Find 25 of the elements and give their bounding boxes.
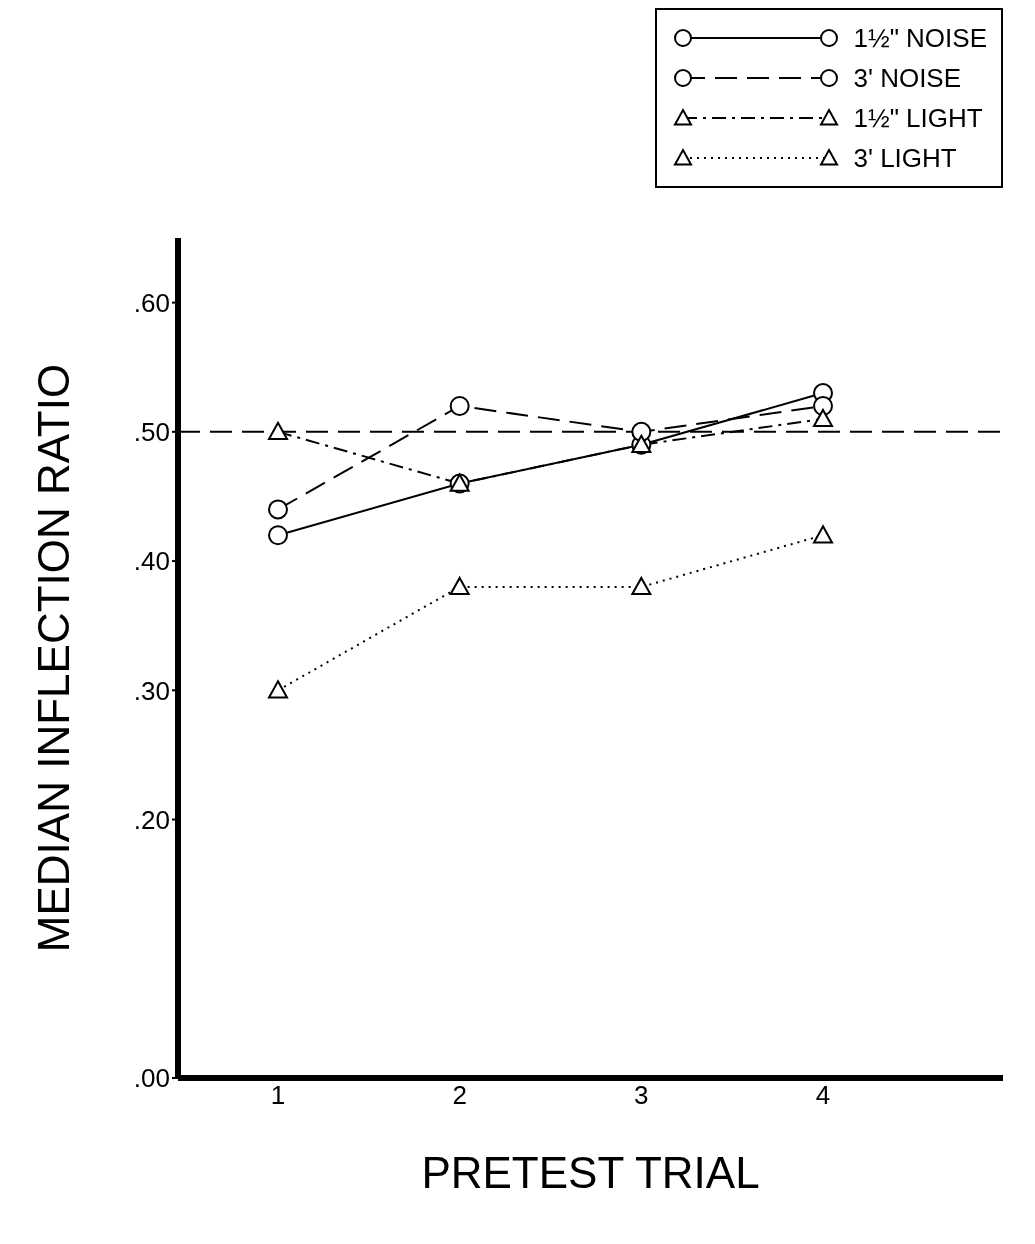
y-tick-label: .50 bbox=[133, 417, 170, 448]
x-tick-label: 3 bbox=[634, 1080, 649, 1111]
legend-label: 1½" NOISE bbox=[853, 22, 987, 54]
x-tick-label: 4 bbox=[815, 1080, 831, 1111]
point bbox=[449, 576, 470, 596]
legend-label: 1½" LIGHT bbox=[853, 102, 983, 134]
y-tick-label: .40 bbox=[133, 546, 170, 577]
x-axis-title: PRETEST TRIAL bbox=[421, 1148, 760, 1197]
x-tick-label: 1 bbox=[270, 1080, 286, 1111]
point bbox=[449, 396, 470, 416]
point bbox=[268, 421, 288, 441]
y-tick-label: .60 bbox=[133, 287, 170, 318]
legend-label: 3' NOISE bbox=[853, 62, 962, 94]
y-tick-label: .30 bbox=[133, 675, 170, 706]
point bbox=[813, 408, 833, 428]
point bbox=[631, 576, 652, 596]
y-tick-label: .20 bbox=[133, 804, 170, 835]
y-axis-title: MEDIAN INFLECTION RATIO bbox=[28, 363, 78, 953]
point bbox=[268, 525, 288, 546]
legend-label: 3' LIGHT bbox=[853, 142, 957, 174]
x-tick-label: 2 bbox=[452, 1080, 467, 1111]
y-tick-label: .00 bbox=[133, 1063, 170, 1094]
point bbox=[268, 680, 288, 699]
point bbox=[813, 525, 833, 544]
point bbox=[268, 499, 288, 520]
